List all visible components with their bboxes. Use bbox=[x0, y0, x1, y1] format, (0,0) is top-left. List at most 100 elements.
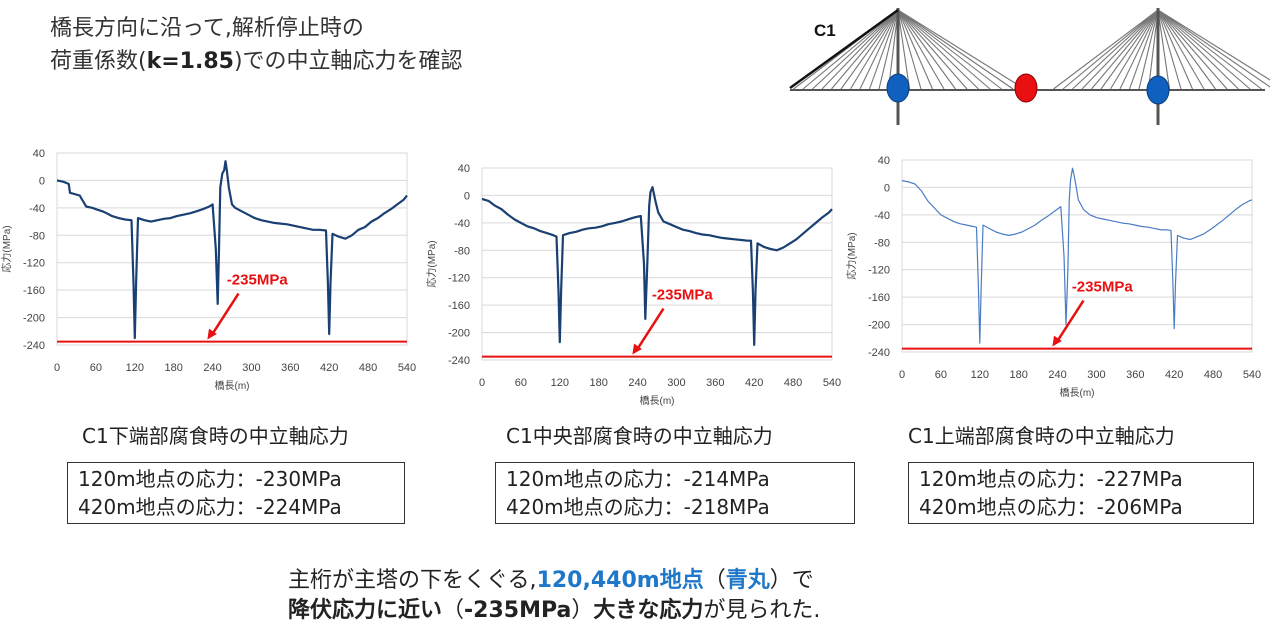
bridge-diagram: C1 bbox=[789, 8, 1270, 125]
marker-blue-420m bbox=[1146, 75, 1170, 105]
y-tick-label: 40 bbox=[458, 163, 470, 175]
x-tick-label: 360 bbox=[706, 377, 724, 389]
x-tick-label: 300 bbox=[242, 362, 260, 374]
y-tick-label: -160 bbox=[23, 285, 45, 297]
plot-frame bbox=[481, 167, 833, 361]
y-tick-label: -120 bbox=[23, 258, 45, 270]
cable-line bbox=[1157, 9, 1251, 90]
chart-2-note-box: 120m地点の応力：-214MPa 420m地点の応力：-218MPa bbox=[495, 462, 855, 524]
chart-3-note-box: 120m地点の応力：-227MPa 420m地点の応力：-206MPa bbox=[908, 462, 1254, 524]
annotation-arrow-head bbox=[632, 343, 642, 355]
conclusion-blue-circle: 青丸 bbox=[725, 568, 770, 593]
stress-series-line bbox=[481, 186, 833, 346]
y-tick-label: 0 bbox=[464, 190, 470, 202]
y-tick-label: 0 bbox=[884, 182, 890, 194]
x-axis-label: 橋長(m) bbox=[640, 394, 675, 407]
y-tick-label: -120 bbox=[448, 273, 470, 285]
conclusion-l1-pre: 主桁が主塔の下をくぐる, bbox=[288, 568, 537, 593]
y-tick-label: -40 bbox=[874, 210, 890, 222]
x-tick-label: 420 bbox=[320, 362, 338, 374]
annotation-arrow-shaft bbox=[637, 307, 665, 349]
y-axis-label: 応力(MPa) bbox=[845, 232, 858, 279]
x-tick-label: 0 bbox=[54, 362, 60, 374]
bridge-cables bbox=[793, 9, 1270, 90]
x-tick-label: 300 bbox=[667, 377, 685, 389]
cable-line bbox=[802, 9, 899, 90]
x-tick-label: 420 bbox=[745, 377, 763, 389]
cable-line bbox=[850, 9, 899, 90]
x-tick-label: 360 bbox=[281, 362, 299, 374]
chart-3-caption: C1上端部腐食時の中立軸応力 bbox=[908, 424, 1175, 448]
x-tick-label: 300 bbox=[1087, 369, 1105, 381]
x-tick-label: 360 bbox=[1126, 369, 1144, 381]
x-tick-label: 180 bbox=[164, 362, 182, 374]
cable-line bbox=[897, 9, 922, 90]
cable-line bbox=[1110, 9, 1159, 90]
chart-3-note-120m: 120m地点の応力：-227MPa bbox=[919, 467, 1183, 491]
chart-3: 40 0 -40 -80 -120 -160 -200 -240 0 60 120 180 240 300… bbox=[845, 152, 1270, 406]
y-tick-label: -80 bbox=[874, 237, 890, 249]
conclusion-line-2: 降伏応力に近い（-235MPa）大きな応力が見られた. bbox=[288, 596, 820, 626]
cable-line bbox=[897, 9, 1025, 90]
conclusion-location: 120,440m地点 bbox=[536, 568, 704, 593]
conclusion-paren-close: ）で bbox=[769, 568, 814, 593]
cable-line bbox=[1157, 9, 1228, 90]
x-tick-label: 240 bbox=[628, 377, 646, 389]
y-tick-label: -80 bbox=[454, 245, 470, 257]
x-tick-label: 540 bbox=[398, 362, 416, 374]
cable-line bbox=[1157, 9, 1270, 81]
conclusion-near-yield: 降伏応力に近い bbox=[288, 598, 443, 623]
cable-line bbox=[859, 9, 899, 90]
chart-3-note-420m: 420m地点の応力：-206MPa bbox=[919, 495, 1183, 519]
x-tick-label: 480 bbox=[359, 362, 377, 374]
cable-line bbox=[1119, 9, 1159, 90]
x-tick-label: 420 bbox=[1165, 369, 1183, 381]
annotation-arrow-head bbox=[1052, 335, 1062, 347]
cable-line bbox=[1147, 9, 1159, 90]
conclusion-yield-value: -235MPa bbox=[464, 598, 572, 623]
conclusion-l2-mid: （ bbox=[442, 598, 465, 623]
y-tick-label: -240 bbox=[448, 355, 470, 367]
x-tick-label: 120 bbox=[126, 362, 144, 374]
x-axis-label: 橋長(m) bbox=[215, 379, 250, 392]
cable-line bbox=[1157, 9, 1262, 90]
cable-line bbox=[1157, 9, 1194, 90]
header-line-1: 橋長方向に沿って,解析停止時の bbox=[50, 16, 364, 41]
cable-line bbox=[812, 9, 899, 90]
chart-1-note-120m: 120m地点の応力：-230MPa bbox=[78, 467, 342, 491]
x-tick-label: 480 bbox=[784, 377, 802, 389]
y-tick-label: -160 bbox=[448, 300, 470, 312]
conclusion-paren-open: （ bbox=[703, 568, 726, 593]
y-tick-label: -40 bbox=[454, 218, 470, 230]
cable-line bbox=[878, 9, 899, 90]
annotation-arrow-shaft bbox=[212, 292, 240, 334]
y-tick-label: -40 bbox=[29, 203, 45, 215]
stress-series-line bbox=[56, 160, 408, 340]
y-tick-label: 40 bbox=[878, 155, 890, 167]
cable-line bbox=[821, 9, 899, 90]
cable-line bbox=[1062, 9, 1159, 90]
x-tick-label: 60 bbox=[90, 362, 102, 374]
chart-1-caption: C1下端部腐食時の中立軸応力 bbox=[82, 424, 349, 448]
cable-line bbox=[1157, 9, 1216, 90]
cable-line bbox=[1157, 9, 1182, 90]
chart-2-note-120m: 120m地点の応力：-214MPa bbox=[506, 467, 770, 491]
cable-line bbox=[897, 9, 911, 90]
y-tick-label: -200 bbox=[868, 320, 890, 332]
x-tick-label: 0 bbox=[479, 377, 485, 389]
x-tick-label: 240 bbox=[203, 362, 221, 374]
y-tick-label: -200 bbox=[23, 313, 45, 325]
header-line-2-post: )での中立軸応力を確認 bbox=[233, 49, 463, 74]
cable-line bbox=[1128, 9, 1159, 90]
marker-blue-120m bbox=[886, 73, 910, 103]
x-tick-label: 180 bbox=[589, 377, 607, 389]
chart-1: 40 0 -40 -80 -120 -160 -200 -240 0 60 120 180 240 300… bbox=[0, 145, 425, 399]
x-tick-label: 540 bbox=[823, 377, 841, 389]
cable-c1 bbox=[789, 9, 899, 89]
cable-line bbox=[1100, 9, 1159, 90]
cable-line bbox=[1081, 9, 1159, 90]
chart-2-note-420m: 420m地点の応力：-218MPa bbox=[506, 495, 770, 519]
cable-line bbox=[1053, 9, 1159, 90]
cable-line bbox=[1072, 9, 1159, 90]
y-axis-label: 応力(MPa) bbox=[0, 225, 13, 272]
